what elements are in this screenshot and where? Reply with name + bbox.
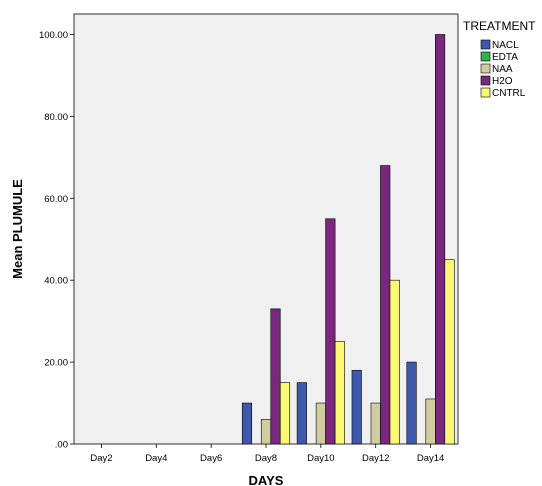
legend-label-edta: EDTA xyxy=(492,52,518,63)
x-tick-label: Day6 xyxy=(200,453,222,464)
bar-nacl-day14 xyxy=(406,361,417,445)
x-tick-label: Day14 xyxy=(417,453,444,464)
bar-h2o-day10 xyxy=(325,218,336,445)
legend-label-h2o: H2O xyxy=(492,76,513,87)
y-tick-label: 40.00 xyxy=(44,276,68,287)
y-tick-label: 60.00 xyxy=(44,194,68,205)
legend-swatch-naa xyxy=(480,63,491,74)
bars-group xyxy=(241,34,455,445)
bar-naa-day12 xyxy=(370,402,381,445)
x-axis: Day2 Day4 Day6 Day8 Day10 Day12 Day14 xyxy=(90,444,444,464)
legend-swatch-edta xyxy=(480,51,491,62)
legend-label-nacl: NACL xyxy=(492,40,519,51)
legend-label-naa: NAA xyxy=(492,64,513,75)
bar-cntrl-day10 xyxy=(334,341,345,445)
bar-h2o-day14 xyxy=(435,34,446,445)
x-axis-title: DAYS xyxy=(249,473,284,486)
bar-naa-day10 xyxy=(315,402,326,445)
x-tick-label: Day10 xyxy=(307,453,334,464)
bar-cntrl-day14 xyxy=(444,259,455,445)
x-tick-label: Day12 xyxy=(362,453,389,464)
y-tick-label: 100.00 xyxy=(39,30,68,41)
x-tick-label: Day8 xyxy=(255,453,277,464)
y-tick-label: .00 xyxy=(55,440,68,451)
bar-h2o-day12 xyxy=(380,165,391,445)
x-tick-label: Day4 xyxy=(145,453,167,464)
bar-nacl-day10 xyxy=(296,382,307,445)
y-axis-title: Mean PLUMULE xyxy=(10,179,25,279)
bar-naa-day14 xyxy=(425,398,436,445)
y-tick-label: 20.00 xyxy=(44,358,68,369)
bar-nacl-day12 xyxy=(351,369,362,445)
plot-area xyxy=(73,13,459,445)
legend-swatch-nacl xyxy=(480,39,491,50)
x-tick-label: Day2 xyxy=(90,453,112,464)
bar-cntrl-day12 xyxy=(389,279,400,445)
legend-label-cntrl: CNTRL xyxy=(492,88,526,99)
y-axis: .00 20.00 40.00 60.00 80.00 100.00 xyxy=(39,30,74,451)
legend-swatch-h2o xyxy=(480,75,491,86)
legend-swatch-cntrl xyxy=(480,87,491,98)
bar-nacl-day8 xyxy=(241,402,253,445)
legend-title: TREATMENT xyxy=(463,19,536,33)
y-tick-label: 80.00 xyxy=(44,112,68,123)
bar-cntrl-day8 xyxy=(279,382,291,445)
bar-h2o-day8 xyxy=(270,308,281,445)
bar-naa-day8 xyxy=(260,419,272,445)
